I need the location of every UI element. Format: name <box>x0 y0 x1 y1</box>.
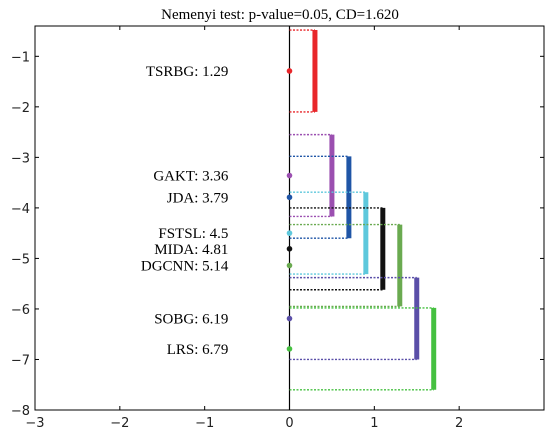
y-tick-label: −2 <box>11 101 30 116</box>
x-tick-label: 2 <box>455 416 463 431</box>
method-label: MIDA: 4.81 <box>154 242 228 258</box>
method-label: GAKT: 3.36 <box>153 169 229 185</box>
y-tick-label: −3 <box>11 151 30 166</box>
cd-bracket-0 <box>289 29 318 113</box>
x-tick-label: −3 <box>25 416 44 431</box>
rank-point <box>286 262 293 269</box>
cd-bracket-3 <box>289 191 369 275</box>
rank-point <box>286 315 293 322</box>
cd-bracket-4 <box>289 207 386 291</box>
method-label: JDA: 3.79 <box>167 190 229 206</box>
cd-bracket-1 <box>289 133 335 218</box>
y-tick-label: −4 <box>11 202 30 217</box>
method-label: SOBG: 6.19 <box>154 312 228 328</box>
rank-point <box>286 246 293 252</box>
method-label: DGCNN: 5.14 <box>141 258 229 274</box>
rank-point <box>286 172 293 179</box>
rank-point <box>286 68 293 74</box>
x-tick-label: 1 <box>370 416 378 431</box>
x-tick-label: 0 <box>285 416 293 431</box>
method-label: FSTSL: 4.5 <box>158 226 228 242</box>
rank-point <box>286 346 293 352</box>
x-tick-label: −2 <box>110 416 129 431</box>
plot-area: −3 −2 −1 0 1 2 −1 −2 −3 −4 −5 −6 −7 −8 TSRBG: 1.29 GAKT… <box>11 25 545 431</box>
y-tick-label: −6 <box>11 303 30 318</box>
method-label: LRS: 6.79 <box>167 342 229 358</box>
cd-bracket-5 <box>289 223 403 308</box>
method-label: TSRBG: 1.29 <box>146 64 229 80</box>
y-tick-label: −7 <box>11 353 30 368</box>
rank-point <box>286 194 293 201</box>
cd-bracket-7 <box>289 307 437 391</box>
rank-point <box>286 230 293 236</box>
y-tick-label: −8 <box>11 404 30 419</box>
y-tick-label: −5 <box>11 252 30 267</box>
cd-bracket-6 <box>289 276 420 361</box>
cd-bracket-2 <box>289 155 352 239</box>
chart-title: Nemenyi test: p-value=0.05, CD=1.620 <box>161 7 399 23</box>
x-tick-label: −1 <box>195 416 214 431</box>
y-tick-label: −1 <box>11 50 30 65</box>
